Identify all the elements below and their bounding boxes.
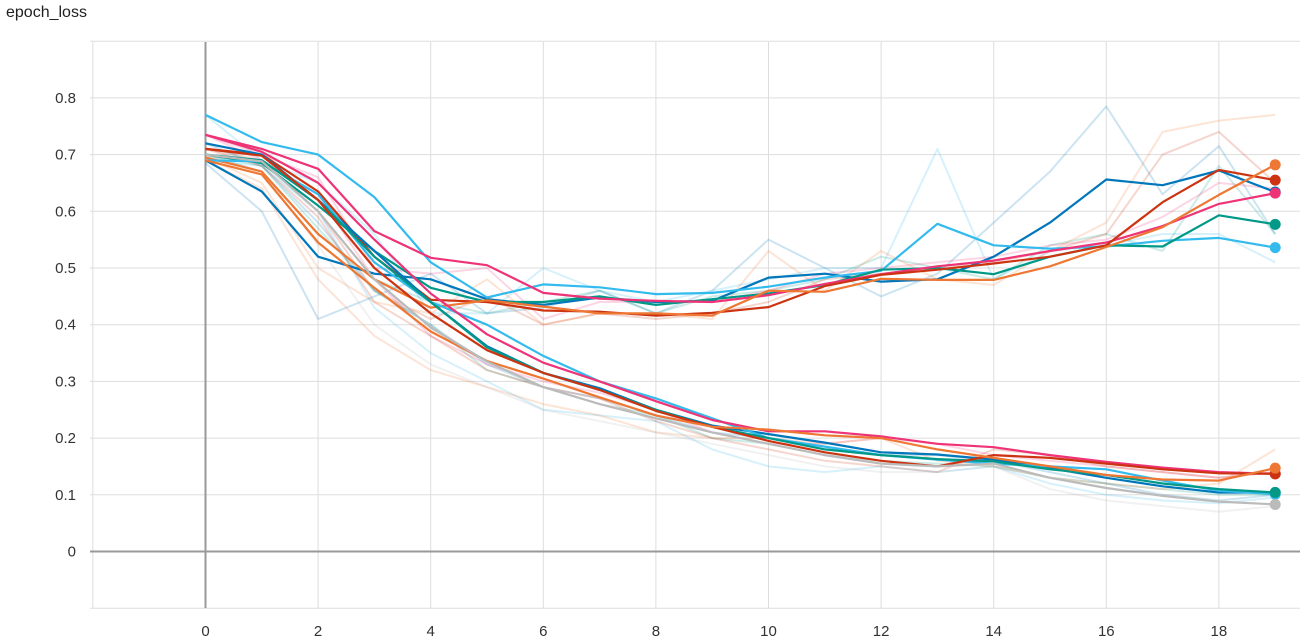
x-tick-label: 0 [201,623,209,640]
series-line [205,133,1276,475]
axes [90,42,1300,608]
chart-title: epoch_loss [6,4,87,21]
raw-series-lines [204,105,1277,513]
x-tick-label: 4 [427,623,435,640]
y-tick-label: 0 [68,544,76,561]
raw-series-line [205,159,1276,505]
x-tick-label: 18 [1211,623,1228,640]
series-end-markers [1269,159,1281,510]
raw-series-line [205,153,1276,513]
series-line [205,156,1276,317]
series-end-point [1269,498,1281,510]
series-end-point [1269,159,1281,171]
x-tick-label: 12 [873,623,890,640]
series-end-point [1269,218,1281,230]
raw-series-line [204,105,1277,320]
y-tick-label: 0.8 [55,90,76,107]
series-end-point [1269,487,1281,499]
x-tick-label: 14 [985,623,1002,640]
y-tick-label: 0.6 [55,203,76,220]
raw-series-line [205,113,1276,326]
series-line [205,159,1276,482]
series-line [205,133,1276,304]
y-tick-label: 0.3 [55,373,76,390]
raw-series-line [205,142,1276,502]
series-end-point [1269,242,1281,254]
x-tick-label: 2 [314,623,322,640]
x-tick-label: 8 [652,623,660,640]
x-tick-label: 10 [760,623,777,640]
y-tick-label: 0.7 [55,147,76,164]
grid-lines [90,40,1300,609]
y-tick-label: 0.2 [55,430,76,447]
y-tick-label: 0.1 [55,487,76,504]
series-end-point [1269,462,1281,474]
raw-series-line [205,147,1276,479]
x-tick-label: 6 [539,623,547,640]
series-end-point [1269,187,1281,199]
tick-labels: 0 2 4 6 8 10 12 14 16 18 0 0.1 0.2 0.3 0.4 0.5 0.6 0.7 0.8 [55,90,1227,640]
series-line [205,142,1276,494]
smoothed-series-lines [204,113,1276,506]
x-tick-label: 16 [1098,623,1115,640]
series-line [205,153,1276,506]
y-tick-label: 0.4 [55,317,76,334]
y-tick-label: 0.5 [55,260,76,277]
series-end-point [1269,174,1281,186]
series-line [205,147,1276,475]
